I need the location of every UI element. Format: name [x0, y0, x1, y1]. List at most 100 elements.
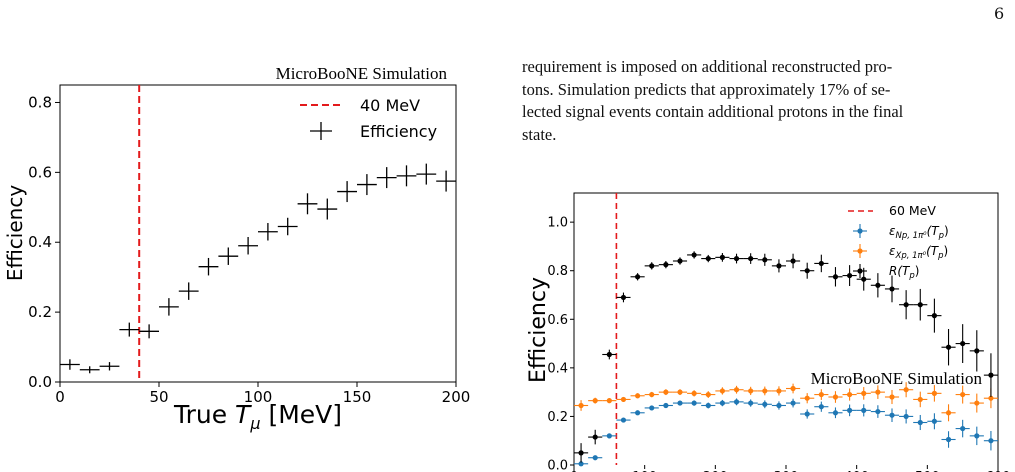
- np-efficiency-point: [786, 398, 801, 408]
- x-tick-label: 100: [244, 388, 273, 406]
- np-efficiency-point: [969, 426, 984, 446]
- xp-efficiency-point: [602, 398, 617, 404]
- np-efficiency-point: [701, 402, 716, 409]
- xp-efficiency-point: [757, 386, 772, 396]
- legend: 40 MeV Efficiency: [300, 96, 437, 141]
- xp-efficiency-point: [616, 396, 631, 403]
- np-efficiency-point: [757, 400, 772, 409]
- chart-title: MicroBooNE Simulation: [276, 64, 448, 83]
- np-efficiency-point: [672, 400, 688, 406]
- x-tick-label: 150: [343, 388, 372, 406]
- xp-efficiency-point: [771, 386, 786, 396]
- xp-efficiency-point: [969, 393, 984, 413]
- body-line: lected signal events contain additional …: [522, 102, 904, 121]
- efficiency-point: [139, 324, 159, 339]
- legend-entry: R(Tp): [853, 264, 919, 281]
- ratio-point: [913, 288, 928, 321]
- y-axis-label: Efficiency: [526, 277, 551, 383]
- y-axis-label: Efficiency: [3, 185, 27, 282]
- np-efficiency-point: [927, 413, 942, 430]
- xp-efficiency-point: [941, 404, 956, 422]
- body-paragraph: requirement is imposed on additional rec…: [522, 56, 1008, 146]
- xp-efficiency-point: [786, 383, 801, 394]
- y-tick-label: 0.4: [28, 233, 52, 251]
- efficiency-point: [297, 193, 318, 215]
- xp-efficiency-point: [899, 382, 914, 398]
- ratio-point: [757, 253, 772, 266]
- ratio-point: [969, 330, 984, 372]
- x-tick-label: 500: [915, 470, 940, 472]
- efficiency-point: [416, 163, 437, 185]
- ratio-point: [842, 265, 857, 287]
- ratio-point: [800, 262, 815, 279]
- x-tick-label: 100: [632, 470, 657, 472]
- ratio-point: [672, 257, 688, 265]
- ratio-point: [701, 254, 716, 263]
- ratio-point: [574, 443, 589, 463]
- np-efficiency-point: [729, 398, 744, 406]
- ratio-point: [715, 252, 730, 262]
- np-efficiency-point: [913, 414, 928, 431]
- legend-cut-label: 40 MeV: [360, 96, 420, 115]
- ratio-point: [955, 324, 970, 363]
- x-tick-label: 50: [149, 388, 168, 406]
- np-efficiency-point: [630, 410, 645, 416]
- xp-efficiency-point: [687, 390, 702, 397]
- np-efficiency-point: [644, 405, 659, 411]
- xp-efficiency-point: [856, 387, 871, 400]
- y-tick-label: 0.0: [28, 373, 52, 391]
- np-efficiency-point: [687, 400, 702, 406]
- body-line: requirement is imposed on additional rec…: [522, 57, 893, 76]
- ratio-point: [602, 349, 617, 360]
- xp-efficiency-point: [800, 393, 815, 404]
- x-tick-label: 0: [570, 470, 578, 472]
- np-efficiency-point: [658, 402, 673, 409]
- plot-area: [573, 192, 999, 472]
- np-efficiency-point: [616, 417, 631, 423]
- np-efficiency-point: [771, 401, 786, 410]
- body-line: tons. Simulation predicts that approxima…: [522, 79, 891, 99]
- efficiency-point: [396, 165, 417, 187]
- xp-efficiency-point: [743, 386, 758, 396]
- np-efficiency-point: [983, 431, 998, 451]
- np-efficiency-point: [856, 404, 871, 417]
- xp-efficiency-point: [842, 388, 857, 401]
- y-tick-label: 0.8: [28, 93, 52, 111]
- legend: 60 MeV εNp, 1π⁰(Tp) εXp, 1π⁰(Tp) R(Tp): [848, 203, 949, 281]
- y-tick-label: 0.8: [547, 264, 568, 279]
- x-axis-label: True Tμ [MeV]: [173, 400, 342, 433]
- efficiency-point: [79, 366, 100, 374]
- y-tick-label: 0.2: [28, 303, 52, 321]
- y-tick-label: 0.6: [28, 163, 52, 181]
- x-tick-label: 400: [844, 470, 869, 472]
- ratio-point: [588, 429, 603, 445]
- efficiency-point: [198, 257, 219, 276]
- ratio-point: [856, 267, 871, 291]
- efficiency-point: [258, 223, 278, 241]
- efficiency-point: [357, 174, 377, 196]
- ratio-point: [870, 273, 885, 298]
- x-tick-label: 600: [986, 470, 1011, 472]
- xp-efficiency-point: [630, 393, 645, 399]
- chart-title: MicroBooNE Simulation: [811, 369, 983, 388]
- legend-label: εNp, 1π⁰(Tp): [889, 224, 949, 241]
- ratio-point: [884, 275, 900, 303]
- y-tick-label: 0.6: [547, 313, 568, 328]
- legend-efficiency-label: Efficiency: [360, 122, 437, 141]
- legend-cut-label: 60 MeV: [889, 203, 936, 218]
- xp-efficiency-point: [588, 397, 603, 404]
- xp-efficiency-point: [814, 389, 829, 400]
- efficiency-vs-muon-energy-chart: MicroBooNE Simulation 0 50 100 150 200 0.0 0.2…: [3, 64, 471, 433]
- x-tick-label: 200: [442, 388, 471, 406]
- legend-entry: εNp, 1π⁰(Tp): [853, 224, 949, 241]
- efficiency-point: [277, 217, 298, 236]
- y-tick-label: 0.0: [547, 459, 568, 472]
- xp-efficiency-point: [672, 389, 688, 396]
- np-efficiency-point: [842, 404, 857, 417]
- x-tick-label: 200: [703, 470, 728, 472]
- xp-efficiency-point: [955, 385, 970, 404]
- np-efficiency-point: [800, 409, 815, 419]
- efficiency-point: [317, 198, 338, 220]
- efficiency-point: [436, 170, 456, 192]
- xp-efficiency-point: [715, 387, 730, 395]
